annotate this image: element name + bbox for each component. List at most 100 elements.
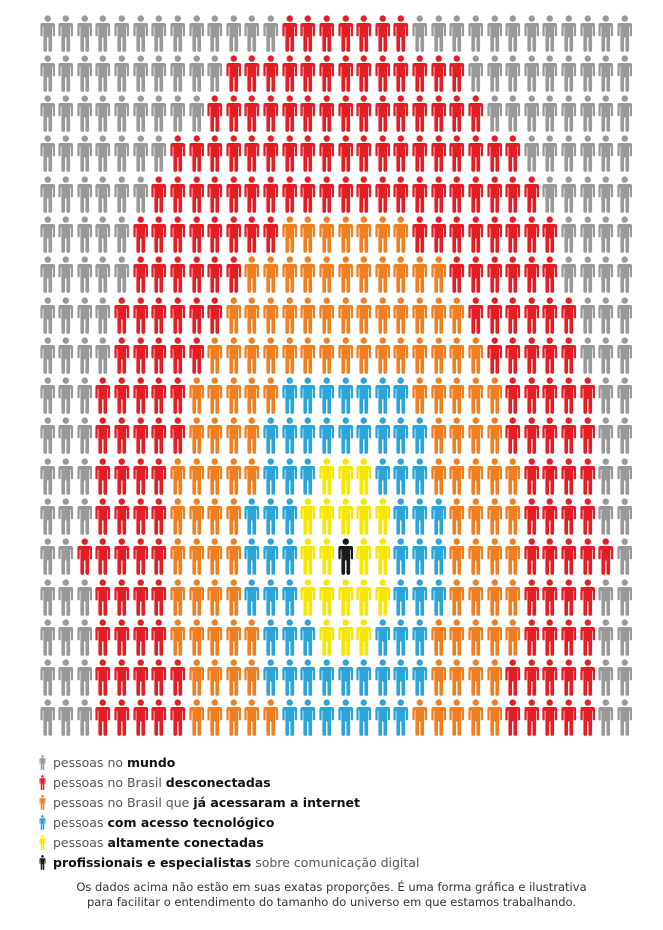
person-icon — [151, 216, 167, 253]
person-icon — [561, 176, 577, 213]
person-icon — [598, 498, 614, 535]
person-icon — [468, 498, 484, 535]
person-icon — [505, 216, 521, 253]
person-icon — [524, 296, 539, 334]
person-icon — [39, 95, 55, 133]
person-icon — [542, 458, 558, 495]
person-icon — [58, 498, 74, 535]
person-icon — [226, 337, 241, 374]
person-icon — [282, 15, 297, 52]
person-icon — [393, 337, 409, 374]
legend-label: pessoas no Brasil desconectadas — [53, 774, 271, 790]
person-icon — [263, 498, 279, 535]
person-icon — [524, 699, 539, 737]
person-icon — [412, 95, 428, 133]
person-icon — [337, 55, 353, 92]
person-icon — [188, 95, 204, 133]
person-icon — [282, 498, 297, 535]
person-icon — [114, 176, 130, 213]
person-icon — [393, 619, 409, 656]
person-icon — [524, 95, 539, 133]
person-icon — [486, 417, 502, 455]
person-icon — [188, 296, 204, 334]
person-icon — [449, 699, 465, 737]
person-icon — [244, 256, 260, 294]
person-icon — [95, 458, 111, 495]
person-icon — [226, 377, 241, 415]
person-icon — [207, 216, 223, 253]
person-icon — [580, 699, 595, 737]
person-icon — [77, 176, 92, 213]
person-icon — [133, 619, 148, 656]
person-icon — [263, 55, 279, 92]
person-icon — [151, 699, 167, 737]
person-icon — [617, 256, 633, 294]
person-icon — [133, 55, 148, 92]
person-icon — [486, 337, 502, 374]
person-icon — [617, 619, 633, 656]
person-icon — [617, 55, 633, 92]
person-icon — [524, 619, 539, 656]
person-icon — [300, 176, 316, 213]
person-icon — [561, 296, 577, 334]
person-icon — [431, 699, 446, 737]
person-icon — [486, 256, 502, 294]
person-icon — [449, 458, 465, 495]
person-icon — [170, 377, 186, 415]
person-icon — [263, 256, 279, 294]
person-icon — [188, 417, 204, 455]
person-icon — [151, 619, 167, 656]
person-icon — [58, 216, 74, 253]
person-icon — [39, 754, 46, 770]
person-icon — [337, 498, 353, 535]
person-icon — [319, 377, 335, 415]
person-icon — [207, 498, 223, 535]
person-icon — [337, 619, 353, 656]
footnote-line-2: para facilitar o entendimento do tamanho… — [86, 895, 577, 909]
person-icon — [188, 337, 204, 374]
person-icon — [207, 256, 223, 294]
person-icon — [486, 578, 502, 616]
person-icon — [337, 377, 353, 415]
legend-item-accessed: pessoas no Brasil que já acessaram a int… — [38, 792, 419, 812]
person-icon — [77, 15, 92, 52]
person-icon — [58, 538, 74, 576]
person-icon — [617, 417, 633, 455]
person-icon — [39, 834, 46, 850]
person-icon — [244, 15, 260, 52]
legend-label: pessoas altamente conectadas — [53, 834, 264, 850]
person-icon — [375, 578, 390, 616]
person-icon — [319, 458, 335, 495]
person-icon — [561, 216, 577, 253]
person-icon — [300, 337, 316, 374]
person-icon — [263, 619, 279, 656]
person-icon — [598, 216, 614, 253]
person-icon — [412, 296, 428, 334]
person-icon — [77, 417, 92, 455]
person-icon — [170, 176, 186, 213]
person-icon — [300, 55, 316, 92]
person-icon — [561, 458, 577, 495]
person-icon — [486, 458, 502, 495]
person-icon — [617, 578, 633, 616]
person-icon — [244, 176, 260, 213]
person-icon — [39, 216, 55, 253]
person-icon — [356, 498, 372, 535]
person-icon — [39, 699, 55, 737]
person-icon — [151, 296, 167, 334]
person-icon — [468, 15, 484, 52]
person-icon — [617, 216, 633, 253]
person-icon — [300, 659, 316, 696]
person-icon — [375, 95, 390, 133]
person-icon — [226, 95, 241, 133]
person-icon — [524, 578, 539, 616]
person-icon — [133, 176, 148, 213]
person-icon — [151, 377, 167, 415]
person-icon — [598, 55, 614, 92]
person-icon — [170, 498, 186, 535]
person-icon — [542, 95, 558, 133]
person-icon — [114, 578, 130, 616]
person-icon — [300, 296, 316, 334]
person-icon — [393, 216, 409, 253]
person-icon — [337, 659, 353, 696]
